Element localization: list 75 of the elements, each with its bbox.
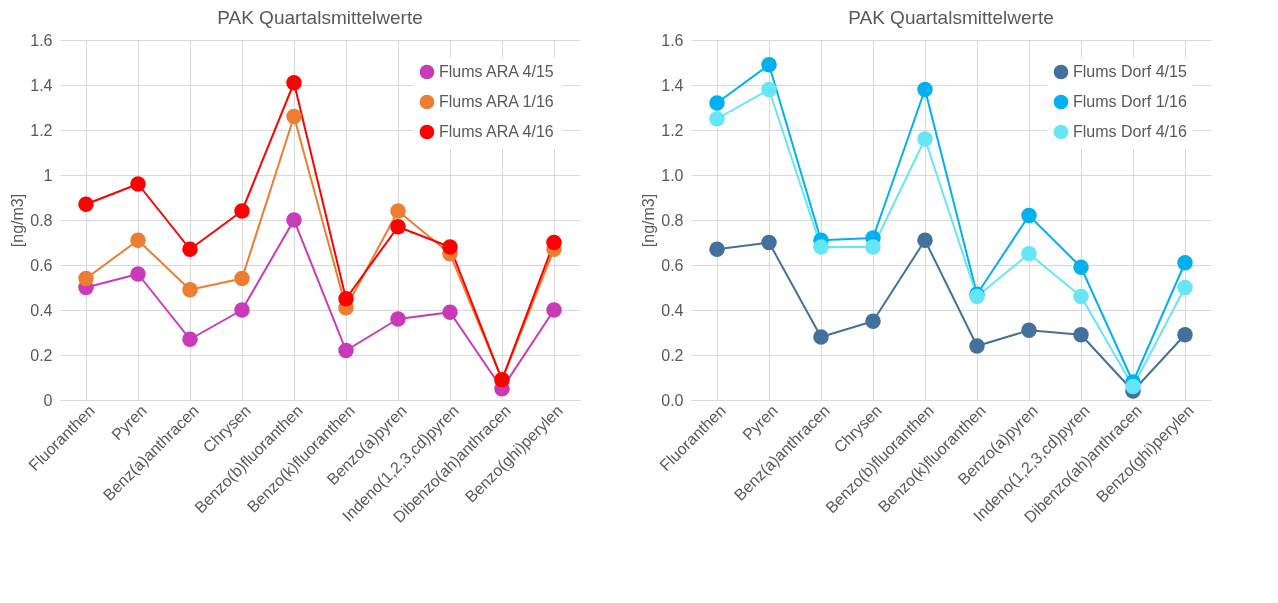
- legend-label: Flums Dorf 1/16: [1073, 93, 1187, 110]
- point: [182, 331, 198, 347]
- point: [1177, 255, 1193, 271]
- point: [813, 329, 829, 345]
- point: [338, 342, 354, 359]
- point: [182, 282, 198, 298]
- y-tick-label: 0.2: [661, 346, 684, 364]
- y-tick-label: 0.4: [30, 301, 53, 319]
- point: [917, 232, 933, 248]
- point: [286, 212, 302, 228]
- point: [813, 239, 829, 255]
- point: [130, 232, 146, 248]
- point: [1073, 288, 1089, 305]
- point: [78, 196, 94, 212]
- point: [234, 203, 250, 219]
- point: [390, 203, 406, 219]
- y-tick-label: 0.6: [661, 256, 684, 274]
- point: [338, 291, 354, 307]
- legend-label: Flums ARA 4/16: [439, 123, 554, 140]
- point: [130, 176, 146, 192]
- point: [709, 241, 725, 257]
- point: [1125, 378, 1141, 395]
- y-tick-label: 1.4: [30, 76, 53, 94]
- point: [78, 270, 94, 287]
- y-tick-label: 0.8: [30, 211, 53, 229]
- point: [865, 239, 881, 255]
- point: [1021, 207, 1037, 224]
- legend-label: Flums ARA 4/15: [439, 63, 554, 80]
- point: [442, 304, 458, 320]
- point: [761, 57, 777, 73]
- point: [130, 266, 146, 282]
- point: [969, 338, 985, 354]
- y-tick-label: 1: [43, 166, 53, 184]
- chart-title: PAK Quartalsmittelwerte: [848, 7, 1054, 28]
- y-tick-label: 0.6: [30, 256, 53, 274]
- y-tick-label: 0: [43, 391, 53, 409]
- y-tick-label: 0.8: [661, 211, 684, 229]
- legend-label: Flums ARA 1/16: [439, 93, 554, 110]
- point: [709, 95, 725, 111]
- point: [917, 131, 933, 147]
- legend-label: Flums Dorf 4/16: [1073, 123, 1187, 140]
- y-tick-label: 1.2: [661, 121, 684, 139]
- legend-label: Flums Dorf 4/15: [1073, 63, 1187, 80]
- y-axis-title: [ng/m3]: [9, 193, 27, 248]
- y-tick-label: 1.6: [661, 31, 684, 49]
- point: [286, 108, 302, 125]
- y-tick-label: 1.4: [661, 76, 684, 94]
- y-tick-label: 1.2: [30, 121, 53, 139]
- point: [1021, 246, 1037, 262]
- point: [865, 313, 881, 329]
- point: [234, 270, 250, 287]
- chart-title: PAK Quartalsmittelwerte: [217, 7, 423, 28]
- point: [1073, 259, 1089, 275]
- point: [390, 219, 406, 235]
- y-tick-label: 0.2: [30, 346, 53, 364]
- point: [390, 311, 406, 327]
- point: [182, 241, 198, 257]
- point: [442, 239, 458, 255]
- point: [546, 302, 562, 318]
- point: [761, 234, 777, 251]
- point: [546, 234, 562, 251]
- y-tick-label: 0.4: [661, 301, 684, 319]
- point: [761, 81, 777, 98]
- y-tick-label: 1.6: [30, 31, 53, 49]
- y-tick-label: 1.0: [661, 166, 684, 184]
- point: [1073, 327, 1089, 343]
- y-tick-label: 0.0: [661, 391, 684, 409]
- point: [917, 81, 933, 98]
- point: [286, 75, 302, 91]
- point: [709, 111, 725, 127]
- point: [1177, 279, 1193, 296]
- point: [1177, 327, 1193, 343]
- y-axis-title: [ng/m3]: [640, 193, 658, 248]
- point: [234, 302, 250, 318]
- point: [1021, 322, 1037, 338]
